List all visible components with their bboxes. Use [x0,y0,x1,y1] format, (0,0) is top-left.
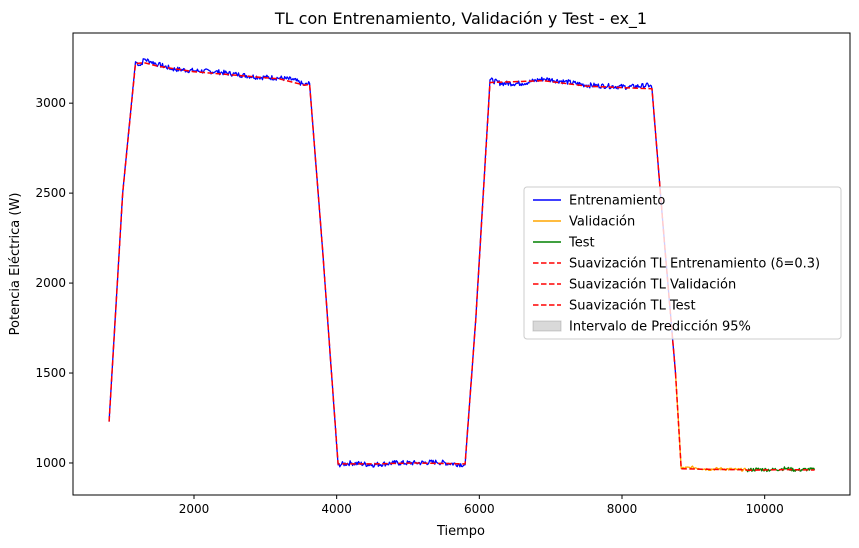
x-tick-label: 6000 [464,502,495,516]
series-line-1 [674,372,748,472]
x-tick-label: 2000 [179,502,210,516]
y-tick-label: 2500 [35,186,66,200]
y-axis: 1000 1500 2000 2500 3000 [35,96,73,470]
x-tick-label: 10000 [746,502,784,516]
x-axis: 2000 4000 6000 8000 10000 [179,495,784,516]
plot-area [108,58,816,473]
legend-label: Suavización TL Validación [569,278,736,293]
legend-label: Suavización TL Test [569,299,696,314]
chart-title: TL con Entrenamiento, Validación y Test … [274,9,647,29]
x-tick-label: 8000 [607,502,638,516]
series-line-3 [108,61,677,465]
series-line-5 [746,468,815,471]
axes-frame [72,32,851,496]
legend-label: Intervalo de Predicción 95% [569,320,751,335]
y-axis-label: Potencia Eléctrica (W) [8,193,23,336]
y-tick-label: 1500 [35,366,66,380]
legend-label: Validación [569,215,635,230]
y-tick-label: 3000 [35,96,66,110]
x-axis-label: Tiempo [436,524,485,539]
series-line-4 [674,372,747,471]
y-tick-label: 2000 [35,276,66,290]
legend-frame [523,186,842,340]
series-line-0 [108,58,677,468]
legend-label: Suavización TL Entrenamiento (δ=0.3) [569,257,820,272]
y-tick-label: 1000 [35,456,66,470]
legend-label: Entrenamiento [569,194,665,209]
legend-swatch [532,320,562,332]
legend-label: Test [568,236,595,251]
x-tick-label: 4000 [321,502,352,516]
legend: Entrenamiento Validación Test Suavización T… [523,186,842,340]
